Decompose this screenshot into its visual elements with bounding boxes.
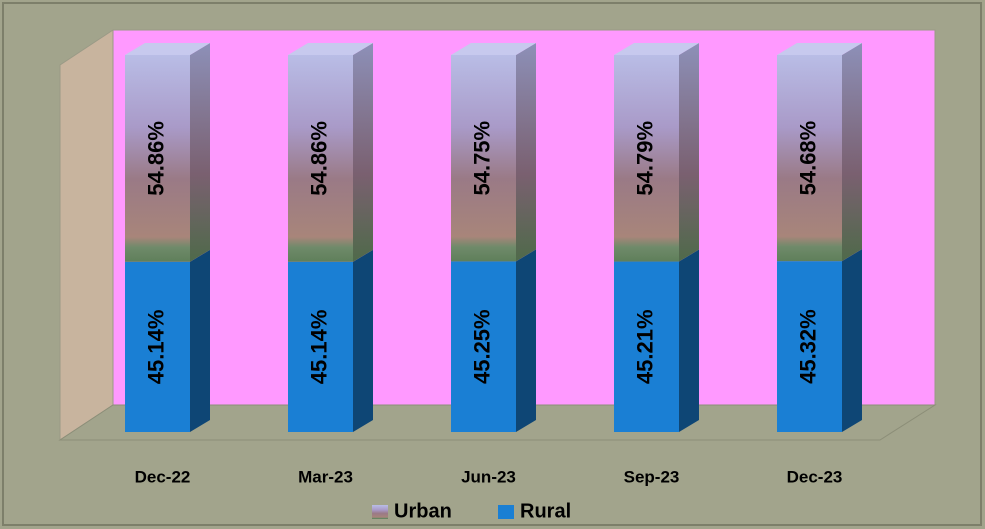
bar-top <box>451 43 536 55</box>
value-label: 54.86% <box>306 121 331 196</box>
side-wall <box>59 29 114 441</box>
value-label: 54.75% <box>469 121 494 196</box>
bar <box>125 261 190 432</box>
bar-side <box>353 249 373 432</box>
bar-top <box>614 43 699 55</box>
value-label: 45.25% <box>469 309 494 384</box>
bar-top <box>288 43 373 55</box>
bar <box>777 55 842 262</box>
value-label: 45.14% <box>306 310 331 385</box>
value-label: 45.14% <box>143 310 168 385</box>
bar <box>288 55 353 262</box>
bar-side <box>190 43 210 262</box>
value-label: 45.21% <box>632 309 657 384</box>
bar-side <box>353 43 373 262</box>
legend-label: Rural <box>520 500 571 522</box>
x-tick-label: Jun-23 <box>461 467 516 486</box>
x-tick-label: Dec-23 <box>787 467 843 486</box>
bar <box>451 261 516 432</box>
x-tick-label: Dec-22 <box>135 467 191 486</box>
bar-side <box>679 249 699 432</box>
x-tick-label: Sep-23 <box>624 467 680 486</box>
legend: Urban Rural <box>372 500 571 522</box>
value-label: 54.86% <box>143 121 168 196</box>
bar-side <box>516 43 536 262</box>
bar <box>288 261 353 432</box>
bar-side <box>842 249 862 432</box>
bar-top <box>125 43 210 55</box>
bar <box>451 55 516 262</box>
legend-label: Urban <box>394 500 452 522</box>
value-label: 45.32% <box>795 309 820 384</box>
bar <box>614 55 679 262</box>
bar-side <box>679 43 699 262</box>
value-label: 54.79% <box>632 121 657 196</box>
bar <box>125 55 190 262</box>
legend-swatch <box>498 505 514 519</box>
bar-side <box>842 43 862 262</box>
x-tick-label: Mar-23 <box>298 467 353 486</box>
bar-top <box>777 43 862 55</box>
bar-side <box>190 249 210 432</box>
value-label: 54.68% <box>795 121 820 196</box>
bar-side <box>516 249 536 432</box>
bar <box>614 261 679 432</box>
bar <box>777 261 842 432</box>
legend-swatch <box>372 505 388 519</box>
